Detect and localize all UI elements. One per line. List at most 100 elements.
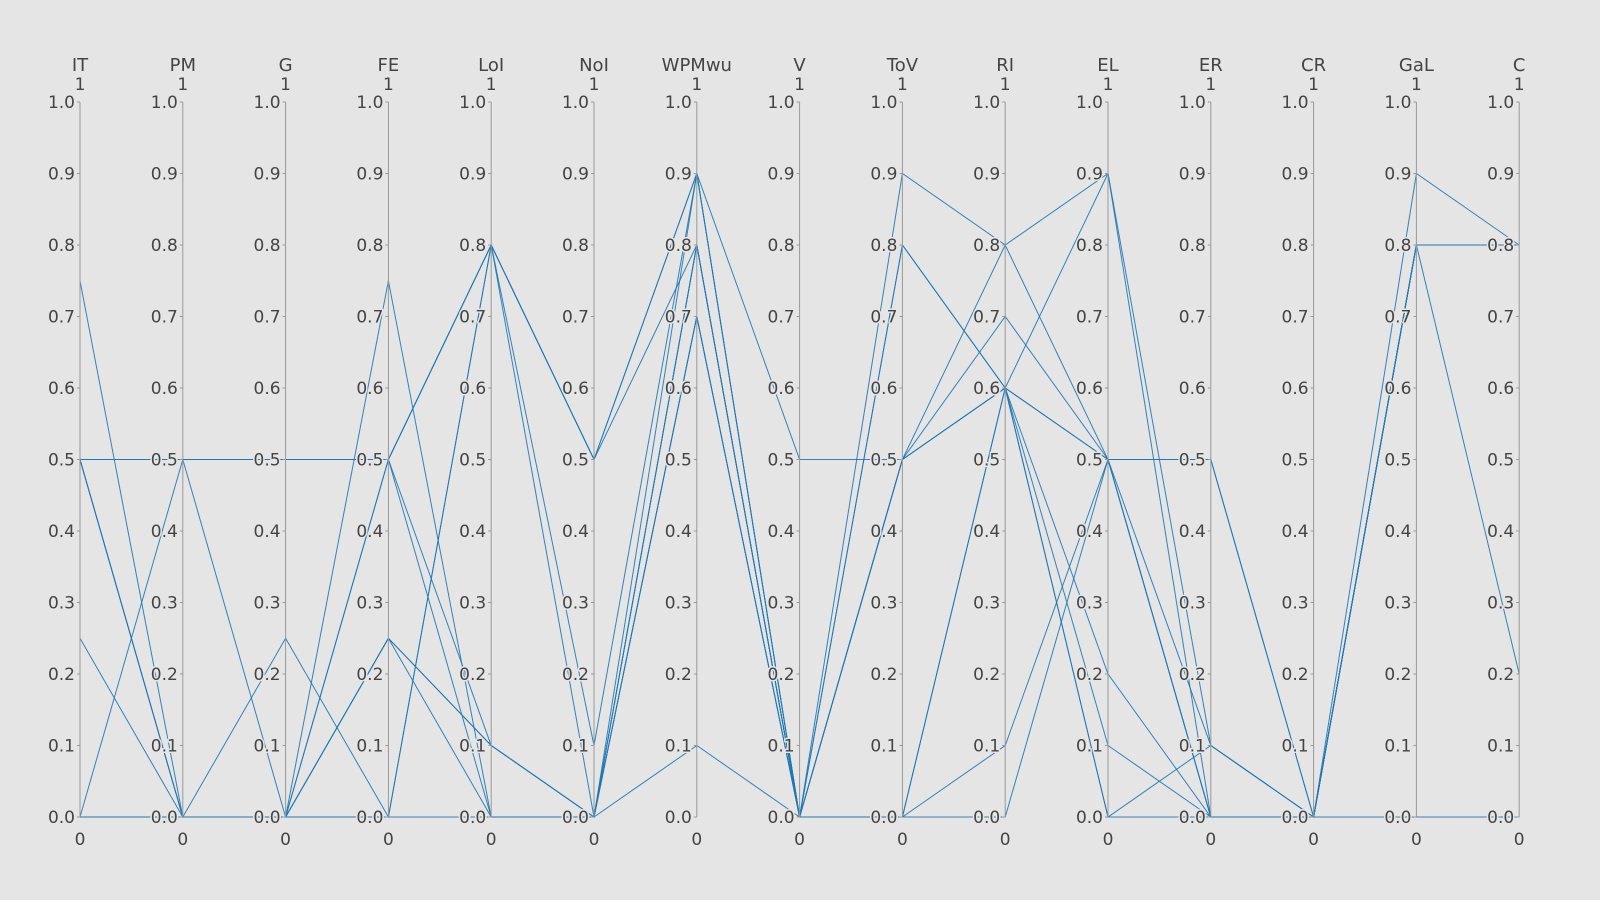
tick-label: 0.3 bbox=[1384, 594, 1411, 614]
tick-label: 0.5 bbox=[459, 451, 486, 471]
tick-label: 0.7 bbox=[870, 308, 897, 328]
axis-title: WPMwu bbox=[662, 55, 732, 76]
tick-label: 0.1 bbox=[562, 737, 589, 757]
range-min-label: 0 bbox=[691, 830, 702, 850]
range-min-label: 0 bbox=[897, 830, 908, 850]
tick-label: 1.0 bbox=[1179, 93, 1206, 113]
tick-label: 0.5 bbox=[1076, 451, 1103, 471]
tick-label: 0.8 bbox=[768, 236, 795, 256]
range-max-label: 1 bbox=[177, 75, 188, 95]
tick-label: 0.0 bbox=[1282, 808, 1309, 828]
tick-label: 0.0 bbox=[768, 808, 795, 828]
axis-ER[interactable]: 0.0 0.1 0.2 0.3 0.4 0.5 0.6 0.7 0.8 0.9 1.0 ER1 0 bbox=[1177, 55, 1223, 850]
tick-label: 0.1 bbox=[356, 737, 383, 757]
tick-label: 0.6 bbox=[356, 379, 383, 399]
tick-label: 0.8 bbox=[48, 236, 75, 256]
range-min-label: 0 bbox=[486, 830, 497, 850]
tick-label: 0.4 bbox=[356, 522, 383, 542]
range-min-label: 0 bbox=[280, 830, 291, 850]
tick-label: 0.8 bbox=[1076, 236, 1103, 256]
tick-label: 1.0 bbox=[870, 93, 897, 113]
range-min-label: 0 bbox=[1411, 830, 1422, 850]
tick-label: 0.8 bbox=[356, 236, 383, 256]
tick-label: 0.0 bbox=[1487, 808, 1514, 828]
tick-label: 0.8 bbox=[151, 236, 178, 256]
tick-label: 0.2 bbox=[562, 665, 589, 685]
range-min-label: 0 bbox=[75, 830, 86, 850]
tick-label: 0.2 bbox=[254, 665, 281, 685]
axis-V[interactable]: 0.0 0.1 0.2 0.3 0.4 0.5 0.6 0.7 0.8 0.9 1.0 V1 0 bbox=[766, 55, 807, 850]
tick-label: 0.9 bbox=[768, 165, 795, 185]
tick-label: 1.0 bbox=[356, 93, 383, 113]
axis-title: V bbox=[793, 55, 806, 76]
axis-RI[interactable]: 0.0 0.1 0.2 0.3 0.4 0.5 0.6 0.7 0.8 0.9 1.0 RI1 0 bbox=[972, 55, 1014, 850]
tick-label: 0.6 bbox=[665, 379, 692, 399]
axes: 0.00.10.20.30.40.50.60.70.80.91.0IT100.0… bbox=[46, 55, 1526, 850]
axis-title: NoI bbox=[579, 55, 609, 76]
tick-label: 1.0 bbox=[1487, 93, 1514, 113]
tick-label: 0.7 bbox=[973, 308, 1000, 328]
range-max-label: 1 bbox=[1000, 75, 1011, 95]
axis-title: C bbox=[1513, 55, 1526, 76]
axis-title: ER bbox=[1199, 55, 1223, 76]
axis-CR[interactable]: 0.0 0.1 0.2 0.3 0.4 0.5 0.6 0.7 0.8 0.9 1.0 CR1 0 bbox=[1280, 55, 1327, 850]
tick-label: 0.7 bbox=[562, 308, 589, 328]
tick-label: 0.2 bbox=[356, 665, 383, 685]
tick-label: 0.6 bbox=[1076, 379, 1103, 399]
range-min-label: 0 bbox=[589, 830, 600, 850]
range-min-label: 0 bbox=[383, 830, 394, 850]
tick-label: 0.3 bbox=[973, 594, 1000, 614]
tick-label: 0.6 bbox=[870, 379, 897, 399]
tick-label: 0.4 bbox=[870, 522, 897, 542]
tick-label: 0.3 bbox=[254, 594, 281, 614]
axis-IT[interactable]: 0.0 0.1 0.2 0.3 0.4 0.5 0.6 0.7 0.8 0.9 1.0 IT1 0 bbox=[46, 55, 89, 850]
tick-label: 0.5 bbox=[870, 451, 897, 471]
tick-label: 0.0 bbox=[665, 808, 692, 828]
tick-label: 0.2 bbox=[665, 665, 692, 685]
tick-label: 0.7 bbox=[1076, 308, 1103, 328]
tick-label: 0.3 bbox=[665, 594, 692, 614]
axis-EL[interactable]: 0.0 0.1 0.2 0.3 0.4 0.5 0.6 0.7 0.8 0.9 1.0 EL1 0 bbox=[1074, 55, 1119, 850]
tick-label: 0.8 bbox=[1487, 236, 1514, 256]
tick-label: 1.0 bbox=[459, 93, 486, 113]
axis-PM[interactable]: 0.0 0.1 0.2 0.3 0.4 0.5 0.6 0.7 0.8 0.9 1.0 PM1 0 bbox=[149, 55, 196, 850]
tick-label: 0.7 bbox=[151, 308, 178, 328]
tick-label: 1.0 bbox=[562, 93, 589, 113]
axis-G[interactable]: 0.0 0.1 0.2 0.3 0.4 0.5 0.6 0.7 0.8 0.9 1.0 G1 0 bbox=[252, 55, 293, 850]
tick-label: 0.4 bbox=[768, 522, 795, 542]
tick-label: 0.2 bbox=[1076, 665, 1103, 685]
tick-label: 0.8 bbox=[1282, 236, 1309, 256]
tick-label: 0.1 bbox=[1076, 737, 1103, 757]
tick-label: 0.8 bbox=[254, 236, 281, 256]
tick-label: 0.1 bbox=[1179, 737, 1206, 757]
tick-label: 0.0 bbox=[356, 808, 383, 828]
tick-label: 0.8 bbox=[1179, 236, 1206, 256]
axis-C[interactable]: 0.0 0.1 0.2 0.3 0.4 0.5 0.6 0.7 0.8 0.9 1.0 C1 0 bbox=[1486, 55, 1526, 850]
range-min-label: 0 bbox=[1514, 830, 1525, 850]
tick-label: 0.1 bbox=[1487, 737, 1514, 757]
tick-label: 0.3 bbox=[48, 594, 75, 614]
tick-label: 1.0 bbox=[768, 93, 795, 113]
tick-label: 0.5 bbox=[973, 451, 1000, 471]
tick-label: 0.9 bbox=[254, 165, 281, 185]
tick-label: 0.7 bbox=[48, 308, 75, 328]
range-min-label: 0 bbox=[1000, 830, 1011, 850]
range-max-label: 1 bbox=[794, 75, 805, 95]
range-max-label: 1 bbox=[1514, 75, 1525, 95]
tick-label: 0.6 bbox=[1179, 379, 1206, 399]
tick-label: 0.1 bbox=[665, 737, 692, 757]
tick-label: 0.0 bbox=[1179, 808, 1206, 828]
tick-label: 0.4 bbox=[254, 522, 281, 542]
tick-label: 0.3 bbox=[870, 594, 897, 614]
tick-label: 0.0 bbox=[254, 808, 281, 828]
tick-label: 0.4 bbox=[151, 522, 178, 542]
tick-label: 0.9 bbox=[48, 165, 75, 185]
axis-FE[interactable]: 0.0 0.1 0.2 0.3 0.4 0.5 0.6 0.7 0.8 0.9 1.0 FE1 0 bbox=[355, 55, 399, 850]
axis-title: IT bbox=[72, 55, 89, 76]
